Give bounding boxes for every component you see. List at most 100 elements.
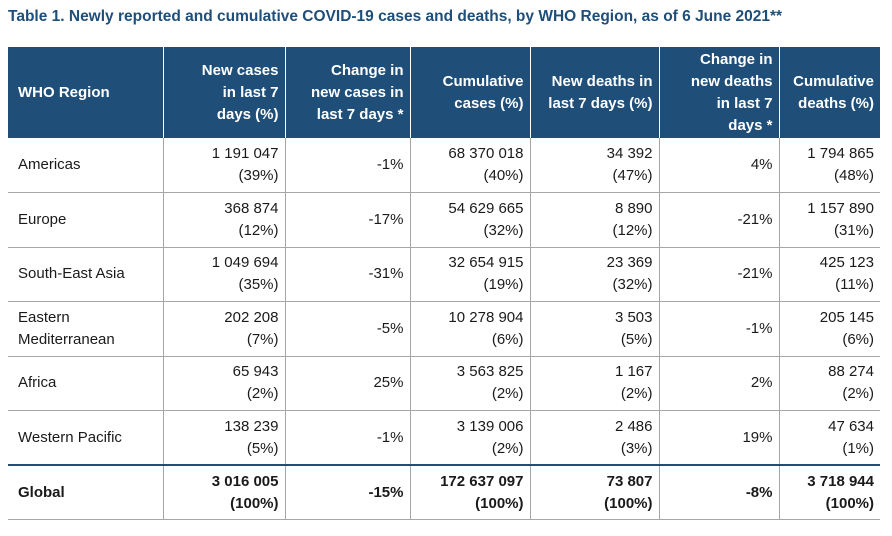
cell-line: WHO Region [18,83,110,101]
cell-line: 138 239 [224,417,279,435]
cell-line: 172 637 097 [440,472,524,490]
cell-line: Mediterranean [18,330,115,348]
new-cases-cell: 65 943 (2%) [162,355,285,411]
header-change-new-cases: Change in new cases in last 7 days * [284,47,410,138]
cell-line: (100%) [604,494,653,512]
header-cumulative-cases: Cumulative cases (%) [409,47,530,138]
table-row: Western Pacific 138 239 (5%) -1% 3 139 006 (2… [8,410,880,465]
cell-line: days (%) [216,105,279,123]
cell-line: Change in [330,61,404,79]
new-deaths-cell: 73 807 (100%) [529,464,659,520]
cell-line: 1 157 890 [807,199,874,217]
region-cell: South-East Asia [8,246,163,302]
cell-line: 10 278 904 [448,308,524,326]
cell-line: (2%) [491,439,524,457]
cell-line: (2%) [842,385,874,403]
table-title: Table 1. Newly reported and cumulative C… [8,8,783,25]
cell-line: (19%) [483,276,524,294]
cell-line: 3 718 944 [807,472,874,490]
region-cell: Eastern Mediterranean [8,301,163,356]
cell-line: 3 016 005 [211,472,279,490]
change-new-cases-cell: 25% [284,355,410,411]
cell-line: cases (%) [454,94,524,112]
cell-line: 205 145 [819,308,874,326]
cell-line: (7%) [246,330,279,348]
cell-line: 3 563 825 [456,363,524,381]
change-new-cases-cell: -31% [284,246,410,302]
region-cell: Europe [8,192,163,247]
region-cell: Western Pacific [8,410,163,465]
cell-line: Europe [18,210,67,228]
cell-line: (47%) [612,167,653,184]
change-new-cases-cell: -1% [284,410,410,465]
cell-line: 368 874 [224,199,279,217]
change-new-cases-cell: -1% [284,138,410,193]
cell-line: in last 7 [716,94,773,112]
region-cell: Global [8,464,163,520]
cell-line: 23 369 [606,254,653,272]
cumulative-deaths-cell: 3 718 944 (100%) [778,464,880,520]
cell-line: (100%) [475,494,524,512]
cumulative-cases-cell: 3 139 006 (2%) [409,410,530,465]
cell-line: Global [18,483,65,501]
cell-line: (5%) [620,330,653,348]
change-new-deaths-cell: 2% [658,355,779,411]
table-row: Africa 65 943 (2%) 25% 3 563 825 (2%) 1 167 (2%… [8,355,880,411]
cell-line: 68 370 018 [448,145,524,162]
cell-line: Change in [699,50,773,68]
cell-line: (39%) [238,167,279,184]
cell-line: Americas [18,156,81,173]
cell-line: (31%) [833,221,874,239]
cumulative-cases-cell: 32 654 915 (19%) [409,246,530,302]
cell-line: (32%) [612,276,653,294]
change-new-deaths-cell: 4% [658,138,779,193]
new-deaths-cell: 3 503 (5%) [529,301,659,356]
table-header: WHO Region New cases in last 7 days (%) Chan… [8,47,880,138]
new-cases-cell: 368 874 (12%) [162,192,285,247]
cell-line: days * [728,116,773,134]
cell-line: Western Pacific [18,428,122,446]
cumulative-deaths-cell: 425 123 (11%) [778,246,880,302]
cell-line: 34 392 [606,145,653,162]
new-cases-cell: 1 191 047 (39%) [162,138,285,193]
cell-line: deaths (%) [798,94,874,112]
covid-table: WHO Region New cases in last 7 days (%) Chan… [8,47,880,520]
change-new-deaths-cell: -8% [658,464,779,520]
cell-line: New cases [201,61,279,79]
cell-line: (100%) [825,494,874,512]
cell-line: South-East Asia [18,265,125,283]
new-cases-cell: 3 016 005 (100%) [162,464,285,520]
cell-line: (2%) [620,385,653,403]
cell-line: in last 7 [222,83,279,101]
region-cell: Africa [8,355,163,411]
cell-line: (6%) [491,330,524,348]
cell-line: (3%) [620,439,653,457]
cell-line: New deaths in [551,72,653,90]
cell-line: 8 890 [614,199,653,217]
cumulative-deaths-cell: 205 145 (6%) [778,301,880,356]
cell-line: 1 167 [614,363,653,381]
cell-line: (5%) [246,439,279,457]
region-cell: Americas [8,138,163,193]
cumulative-deaths-cell: 1 794 865 (48%) [778,138,880,193]
cell-line: 1 794 865 [807,145,874,162]
new-deaths-cell: 1 167 (2%) [529,355,659,411]
cell-line: 47 634 [828,417,874,435]
cumulative-cases-cell: 10 278 904 (6%) [409,301,530,356]
cell-line: last 7 days * [316,105,404,123]
header-row: WHO Region New cases in last 7 days (%) Chan… [8,47,880,138]
cell-line: 73 807 [606,472,653,490]
table-row: Europe 368 874 (12%) -17% 54 629 665 (32%) 8 8… [8,192,880,247]
cell-line: 425 123 [819,254,874,272]
change-new-deaths-cell: -21% [658,246,779,302]
change-new-cases-cell: -15% [284,464,410,520]
table-row: Eastern Mediterranean 202 208 (7%) -5% 10 278… [8,301,880,356]
cell-line: 32 654 915 [448,254,524,272]
new-cases-cell: 1 049 694 (35%) [162,246,285,302]
cell-line: 1 049 694 [211,254,279,272]
cell-line: (35%) [238,276,279,294]
cell-line: 88 274 [828,363,874,381]
new-cases-cell: 202 208 (7%) [162,301,285,356]
cell-line: 3 139 006 [456,417,524,435]
cell-line: (48%) [833,167,874,184]
